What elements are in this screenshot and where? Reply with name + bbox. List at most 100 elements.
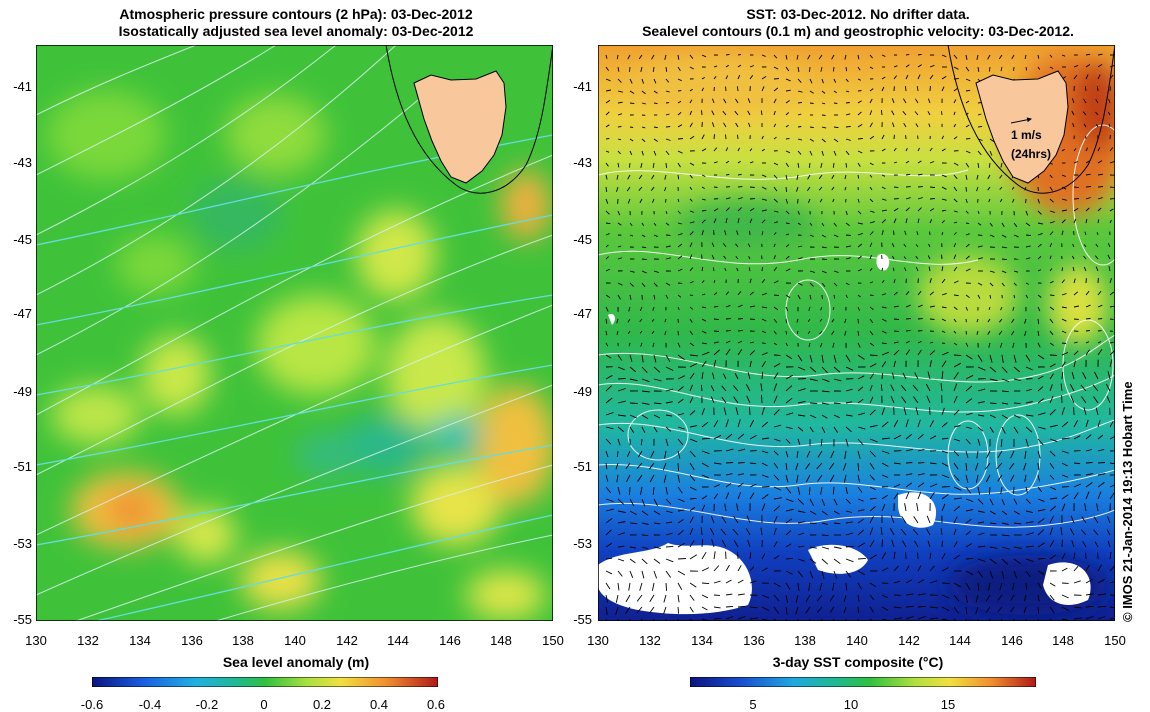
velocity-arrow bbox=[894, 230, 895, 235]
velocity-arrow bbox=[726, 330, 731, 331]
velocity-arrow bbox=[978, 103, 981, 104]
velocity-scale-sub: (24hrs) bbox=[1011, 147, 1051, 161]
velocity-arrow bbox=[750, 231, 751, 235]
left-xtick: 148 bbox=[483, 633, 519, 648]
velocity-arrow bbox=[822, 259, 827, 260]
velocity-arrow bbox=[966, 138, 970, 139]
velocity-arrow bbox=[701, 385, 702, 391]
left-xtick: 146 bbox=[432, 633, 468, 648]
right-ytick: -53 bbox=[562, 536, 592, 551]
right-ytick: -45 bbox=[562, 232, 592, 247]
right-title-line1: SST: 03-Dec-2012. No drifter data. bbox=[598, 6, 1118, 23]
velocity-arrow bbox=[882, 583, 888, 584]
right-xtick: 132 bbox=[632, 633, 668, 648]
velocity-arrow bbox=[726, 87, 727, 91]
velocity-arrow bbox=[726, 54, 730, 55]
velocity-arrow bbox=[1050, 295, 1054, 296]
velocity-arrow bbox=[618, 126, 622, 127]
velocity-arrow bbox=[714, 134, 715, 139]
velocity-arrow bbox=[858, 558, 866, 559]
velocity-arrow bbox=[906, 54, 909, 55]
velocity-arrow bbox=[906, 319, 911, 320]
velocity-arrow bbox=[858, 91, 862, 92]
right-xtick: 150 bbox=[1097, 633, 1133, 648]
velocity-arrow bbox=[786, 138, 790, 139]
right-ytick: -51 bbox=[562, 459, 592, 474]
left-ytick: -49 bbox=[2, 384, 32, 399]
velocity-arrow bbox=[654, 103, 658, 104]
velocity-arrow bbox=[1097, 86, 1098, 91]
velocity-arrow bbox=[906, 463, 912, 464]
velocity-arrow bbox=[630, 103, 634, 104]
velocity-arrow bbox=[726, 606, 733, 607]
left-ytick: -47 bbox=[2, 306, 32, 321]
velocity-arrow bbox=[870, 295, 874, 296]
velocity-arrow bbox=[714, 331, 719, 332]
velocity-arrow bbox=[954, 355, 961, 356]
velocity-arrow bbox=[666, 127, 670, 128]
velocity-arrow bbox=[1050, 355, 1057, 356]
velocity-arrow bbox=[666, 583, 667, 591]
velocity-arrow bbox=[738, 54, 741, 55]
velocity-arrow bbox=[1014, 487, 1015, 494]
velocity-arrow bbox=[989, 487, 990, 495]
velocity-arrow bbox=[786, 319, 787, 323]
left-ytick: -43 bbox=[2, 155, 32, 170]
velocity-arrow bbox=[642, 535, 648, 536]
velocity-arrow bbox=[1014, 403, 1020, 404]
velocity-arrow bbox=[798, 127, 801, 128]
velocity-arrow bbox=[630, 487, 631, 495]
velocity-arrow bbox=[1062, 343, 1066, 344]
left-colorbar bbox=[92, 677, 438, 687]
velocity-arrow bbox=[834, 403, 841, 404]
velocity-arrow bbox=[1002, 259, 1007, 260]
right-ytick: -55 bbox=[562, 612, 592, 627]
velocity-arrow bbox=[846, 67, 847, 71]
velocity-arrow bbox=[810, 403, 817, 404]
velocity-arrow bbox=[726, 174, 729, 175]
velocity-arrow bbox=[1086, 463, 1093, 464]
velocity-arrow bbox=[726, 135, 727, 140]
velocity-arrow bbox=[678, 559, 686, 560]
left-ytick: -55 bbox=[2, 612, 32, 627]
velocity-arrow bbox=[858, 138, 863, 139]
velocity-arrow bbox=[774, 79, 779, 80]
velocity-arrow bbox=[846, 163, 847, 168]
velocity-arrow bbox=[666, 163, 667, 168]
velocity-arrow bbox=[690, 295, 693, 296]
velocity-arrow bbox=[738, 552, 739, 559]
right-xtick: 130 bbox=[580, 633, 616, 648]
velocity-arrow bbox=[966, 187, 967, 192]
right-colorbar-label: 3-day SST composite (°C) bbox=[598, 654, 1118, 670]
velocity-arrow bbox=[989, 67, 990, 72]
velocity-arrow bbox=[1062, 267, 1063, 271]
left-xtick: 138 bbox=[225, 633, 261, 648]
velocity-arrow bbox=[606, 138, 609, 139]
right-colorbar bbox=[690, 677, 1036, 687]
right-title-line2: Sealevel contours (0.1 m) and geostrophi… bbox=[598, 23, 1118, 40]
velocity-arrow bbox=[750, 199, 755, 200]
velocity-arrow bbox=[1086, 331, 1090, 332]
left-colorbar-label: Sea level anomaly (m) bbox=[36, 654, 556, 670]
velocity-arrow bbox=[978, 126, 982, 127]
velocity-arrow bbox=[905, 86, 906, 91]
velocity-arrow bbox=[942, 111, 943, 115]
velocity-arrow bbox=[738, 135, 739, 139]
velocity-arrow bbox=[858, 607, 859, 613]
velocity-arrow bbox=[762, 487, 770, 488]
credit-text: © IMOS 21-Jan-2014 19:13 Hobart Time bbox=[1120, 381, 1135, 622]
velocity-arrow bbox=[750, 187, 755, 188]
velocity-arrow bbox=[738, 463, 745, 464]
velocity-arrow bbox=[678, 139, 683, 140]
velocity-arrow bbox=[846, 126, 851, 127]
velocity-arrow bbox=[702, 110, 703, 115]
velocity-arrow bbox=[858, 319, 859, 324]
left-xtick: 132 bbox=[70, 633, 106, 648]
left-ytick: -51 bbox=[2, 459, 32, 474]
velocity-arrow bbox=[678, 331, 679, 335]
velocity-arrow bbox=[714, 187, 718, 188]
left-ytick: -45 bbox=[2, 232, 32, 247]
right-ytick: -49 bbox=[562, 384, 592, 399]
velocity-arrow bbox=[629, 163, 630, 168]
left-xtick: 136 bbox=[174, 633, 210, 648]
